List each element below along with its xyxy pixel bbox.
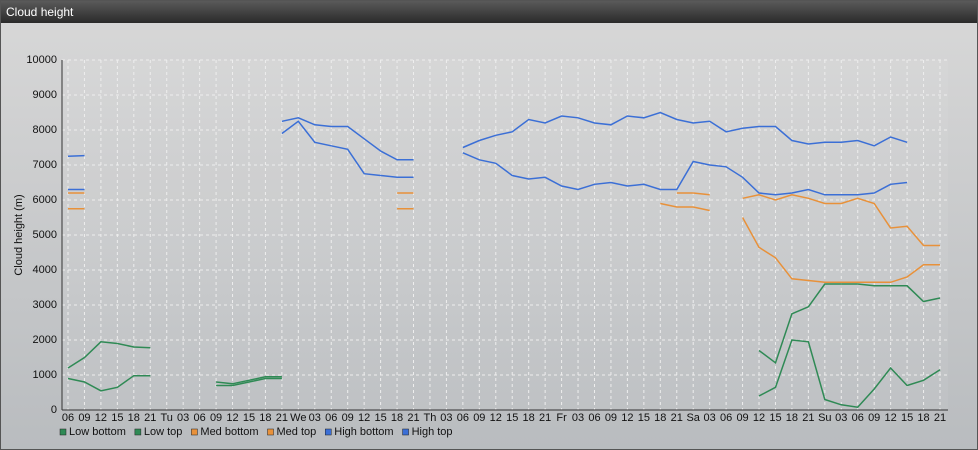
y-tick-label: 4000 xyxy=(33,264,57,276)
x-tick-label: 15 xyxy=(638,412,650,424)
x-tick-label: 21 xyxy=(934,412,946,424)
x-tick-label: 21 xyxy=(539,412,551,424)
x-tick-label: 12 xyxy=(95,412,107,424)
x-tick-label: 06 xyxy=(457,412,469,424)
x-tick-label: 18 xyxy=(917,412,929,424)
x-tick-label: 09 xyxy=(78,412,90,424)
series-line xyxy=(68,120,908,196)
y-tick-label: 7000 xyxy=(33,159,57,171)
x-tick-label: 06 xyxy=(720,412,732,424)
x-tick-label: 06 xyxy=(62,412,74,424)
x-tick-label: 03 xyxy=(177,412,189,424)
y-tick-label: 9000 xyxy=(33,89,57,101)
y-tick-label: 1000 xyxy=(33,369,57,381)
x-tick-label: 09 xyxy=(736,412,748,424)
y-tick-label: 10000 xyxy=(26,54,57,66)
legend-label: Low bottom xyxy=(69,426,126,438)
x-tick-label: 12 xyxy=(226,412,238,424)
x-tick-label: 18 xyxy=(128,412,140,424)
x-tick-label: 15 xyxy=(111,412,123,424)
x-tick-label: 12 xyxy=(621,412,633,424)
series-line xyxy=(68,192,940,247)
x-tick-label: 09 xyxy=(473,412,485,424)
x-tick-label: 21 xyxy=(144,412,156,424)
x-tick-label: 06 xyxy=(852,412,864,424)
x-tick-label: Th xyxy=(424,412,437,424)
x-tick-label: 15 xyxy=(901,412,913,424)
x-tick-label: 03 xyxy=(704,412,716,424)
legend-label: Med top xyxy=(277,426,317,438)
legend-swatch xyxy=(59,428,67,436)
series-line xyxy=(68,202,940,284)
x-tick-label: 21 xyxy=(802,412,814,424)
x-tick-label: 12 xyxy=(885,412,897,424)
x-tick-label: 09 xyxy=(210,412,222,424)
title-bar: Cloud height xyxy=(1,1,977,23)
legend-label: Med bottom xyxy=(200,426,258,438)
x-tick-label: Tu xyxy=(160,412,172,424)
x-tick-label: We xyxy=(290,412,306,424)
x-tick-label: 09 xyxy=(868,412,880,424)
y-tick-label: 8000 xyxy=(33,124,57,136)
x-tick-label: 18 xyxy=(259,412,271,424)
legend-swatch xyxy=(325,428,332,436)
x-tick-label: Sa xyxy=(686,412,700,424)
y-tick-label: 0 xyxy=(51,404,57,416)
x-tick-label: 12 xyxy=(358,412,370,424)
legend-label: High bottom xyxy=(334,426,393,438)
legend-swatch xyxy=(402,428,409,436)
x-tick-label: 18 xyxy=(391,412,403,424)
legend-swatch xyxy=(134,428,142,436)
legend-swatch xyxy=(191,428,198,436)
x-tick-label: Fr xyxy=(556,412,567,424)
y-tick-label: 6000 xyxy=(33,194,57,206)
y-tick-label: 5000 xyxy=(33,229,57,241)
x-tick-label: 21 xyxy=(407,412,419,424)
x-tick-label: 03 xyxy=(572,412,584,424)
x-tick-label: Su xyxy=(818,412,831,424)
series-line xyxy=(67,111,908,161)
x-tick-label: 09 xyxy=(605,412,617,424)
x-tick-label: 09 xyxy=(342,412,354,424)
x-tick-label: 21 xyxy=(276,412,288,424)
y-tick-label: 3000 xyxy=(33,299,57,311)
x-tick-label: 18 xyxy=(654,412,666,424)
x-tick-label: 06 xyxy=(325,412,337,424)
x-tick-label: 15 xyxy=(374,412,386,424)
x-tick-label: 03 xyxy=(309,412,321,424)
legend-swatch xyxy=(267,428,274,436)
legend-label: Low top xyxy=(144,426,183,438)
x-tick-label: 15 xyxy=(769,412,781,424)
x-tick-label: 12 xyxy=(490,412,502,424)
x-tick-label: 06 xyxy=(193,412,205,424)
series-line xyxy=(67,283,941,385)
x-tick-label: 03 xyxy=(440,412,452,424)
x-tick-label: 06 xyxy=(588,412,600,424)
x-tick-label: 12 xyxy=(753,412,765,424)
chart: 0 1000 2000 3000 4000 5000 6000 7000 8000 9000 100… xyxy=(13,54,948,438)
x-tick-label: 18 xyxy=(523,412,535,424)
legend-label: High top xyxy=(412,426,453,438)
x-tick-label: 03 xyxy=(835,412,847,424)
y-tick-label: 2000 xyxy=(33,334,57,346)
series-line xyxy=(67,339,941,408)
x-tick-label: 21 xyxy=(671,412,683,424)
x-tick-label: 15 xyxy=(243,412,255,424)
y-axis-title: Cloud height (m) xyxy=(13,194,25,275)
x-tick-label: 15 xyxy=(506,412,518,424)
x-tick-label: 18 xyxy=(786,412,798,424)
